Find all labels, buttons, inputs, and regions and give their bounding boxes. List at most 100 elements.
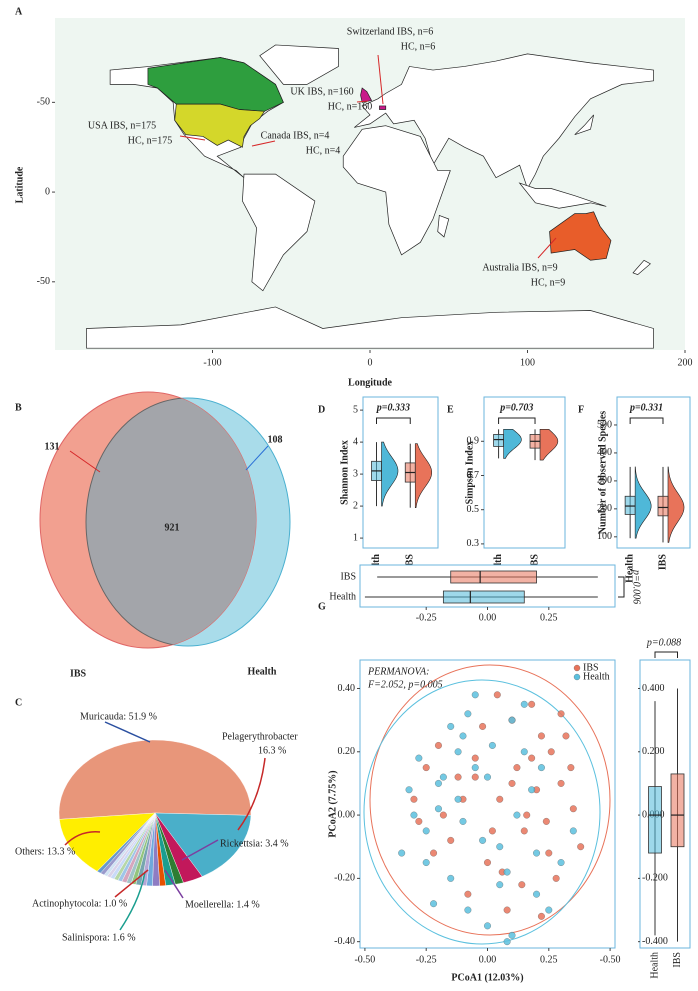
legend-label: IBS <box>583 662 599 673</box>
point <box>471 691 479 699</box>
point <box>435 779 442 787</box>
point <box>503 906 511 914</box>
point <box>484 922 491 930</box>
point <box>562 732 570 740</box>
x-tick-label: IBS <box>672 952 683 968</box>
box <box>442 590 525 604</box>
y-tick-label: Health <box>329 591 356 602</box>
annotation: USA IBS, n=175 <box>88 120 156 131</box>
y-axis-label: PCoA2 (7.75%) <box>327 770 338 837</box>
annotation: UK IBS, n=160 <box>290 86 353 97</box>
annotation: PERMANOVA: <box>367 666 429 677</box>
y-tick-label: 100 <box>597 531 612 542</box>
legend-label: Health <box>583 671 610 682</box>
land <box>242 173 316 292</box>
arrow <box>69 450 101 473</box>
point <box>493 691 501 699</box>
point <box>459 732 467 740</box>
y-tick-label: 0 <box>45 186 50 197</box>
point <box>557 710 565 718</box>
point <box>459 817 467 825</box>
point <box>508 779 516 787</box>
land <box>342 125 451 256</box>
y-tick-label: 400 <box>597 447 612 458</box>
venn-count: 921 <box>165 522 180 533</box>
legend-swatch <box>573 673 581 681</box>
y-tick-label: 0.40 <box>338 683 356 694</box>
bracket <box>498 417 536 424</box>
slice-label: Muricauda: 51.9 % <box>80 711 157 722</box>
arrow <box>245 445 269 471</box>
p-value: p=0.331 <box>629 402 663 413</box>
frame <box>483 396 566 549</box>
venn-name: Health <box>248 666 277 677</box>
y-tick-label: 2 <box>353 500 358 511</box>
y-tick-label: 200 <box>597 503 612 514</box>
violin <box>634 466 652 539</box>
legend-swatch <box>573 664 581 672</box>
y-tick-label: 0.9 <box>467 436 480 447</box>
p-value: p=0.703 <box>499 402 533 413</box>
x-tick-label: 200 <box>678 357 693 368</box>
land <box>86 306 654 349</box>
slice-label: Rickettsia: 3.4 % <box>220 838 289 849</box>
leader-line <box>114 869 149 898</box>
box <box>648 786 662 854</box>
slice-label: Actinophytocola: 1.0 % <box>32 898 127 909</box>
y-tick-label: 0.00 <box>338 809 356 820</box>
point <box>415 817 423 825</box>
annotation: Canada IBS, n=4 <box>261 130 330 141</box>
point <box>488 742 496 749</box>
point <box>435 805 442 813</box>
point <box>557 859 565 866</box>
annotation: HC, n=4 <box>306 145 341 156</box>
point <box>528 700 536 708</box>
point <box>479 836 487 844</box>
point <box>528 786 536 794</box>
x-tick-label: 0.00 <box>479 612 497 623</box>
point <box>447 836 455 844</box>
point <box>518 881 526 889</box>
bracket <box>629 417 664 424</box>
arrow <box>251 140 276 147</box>
point <box>447 874 455 882</box>
x-tick-label: 0.00 <box>479 954 497 965</box>
annotation: F=2.052, p=0.005 <box>367 679 443 690</box>
x-axis-label: PCoA1 (12.03%) <box>451 972 523 983</box>
point <box>464 710 472 718</box>
annotation: HC, n=6 <box>401 41 436 52</box>
x-tick-label: -100 <box>203 357 221 368</box>
point <box>523 811 531 819</box>
point <box>496 843 504 851</box>
p-value: p=0.088 <box>646 637 681 648</box>
point <box>484 773 491 781</box>
y-tick-label: 5 <box>353 404 358 415</box>
point <box>422 859 430 866</box>
point <box>569 805 577 813</box>
y-tick-label: -50 <box>37 276 50 287</box>
arrow <box>356 100 369 103</box>
annotation: HC, n=9 <box>531 277 566 288</box>
point <box>545 906 553 914</box>
panel-label: C <box>15 697 22 708</box>
y-tick-label: 4 <box>353 436 358 447</box>
point <box>513 811 521 819</box>
slice-label: Moellerella: 1.4 % <box>185 899 260 910</box>
point <box>496 795 504 803</box>
box <box>493 434 504 447</box>
point <box>520 827 528 835</box>
point <box>557 779 565 787</box>
point <box>545 849 553 857</box>
point <box>464 890 472 898</box>
x-tick-label: -0.50 <box>354 954 375 965</box>
point <box>415 754 423 762</box>
y-axis-label: Shannon Index <box>339 440 350 505</box>
y-axis-label: Latitude <box>14 166 25 203</box>
arrow <box>377 54 384 105</box>
violin <box>381 441 399 507</box>
land <box>437 214 450 238</box>
box <box>670 773 685 848</box>
slice-label: Pelagerythrobacter <box>222 731 298 742</box>
x-tick-label: IBS <box>529 554 540 571</box>
